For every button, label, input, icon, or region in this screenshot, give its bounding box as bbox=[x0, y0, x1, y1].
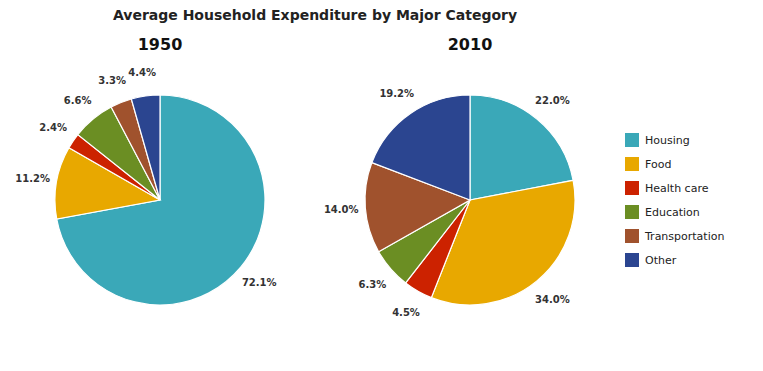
legend-label: Food bbox=[645, 158, 671, 171]
legend: Housing Food Health care Education Transport… bbox=[625, 133, 724, 267]
legend-item: Housing bbox=[625, 133, 690, 147]
data-label: 72.1% bbox=[242, 277, 277, 288]
data-label: 2.4% bbox=[39, 122, 67, 133]
legend-swatch bbox=[625, 157, 639, 171]
data-label: 6.3% bbox=[358, 279, 386, 290]
pie-title: 1950 bbox=[138, 35, 183, 54]
legend-item: Education bbox=[625, 205, 700, 219]
pie: 22.0% 34.0% 4.5% 6.3% 14.0% 19.2% bbox=[324, 88, 575, 318]
slice bbox=[131, 95, 160, 200]
legend-label: Education bbox=[645, 206, 700, 219]
data-label: 4.5% bbox=[392, 307, 420, 318]
legend-swatch bbox=[625, 253, 639, 267]
pie-title: 2010 bbox=[448, 35, 493, 54]
legend-item: Other bbox=[625, 253, 677, 267]
pie: 72.1% 11.2% 2.4% 6.6% 3.3%4.4% bbox=[15, 67, 276, 305]
legend-label: Transportation bbox=[644, 230, 724, 243]
title: Average Household Expenditure by Major C… bbox=[113, 7, 517, 23]
chart: Average Household Expenditure by Major C… bbox=[0, 0, 763, 371]
data-label: 6.6% bbox=[64, 95, 92, 106]
legend-label: Other bbox=[645, 254, 677, 267]
data-label: 22.0% bbox=[535, 95, 570, 106]
slice bbox=[372, 95, 470, 200]
data-label: 3.3% bbox=[98, 75, 126, 86]
legend-label: Health care bbox=[645, 182, 709, 195]
data-label: 11.2% bbox=[15, 173, 50, 184]
data-label: 14.0% bbox=[324, 204, 359, 215]
legend-item: Food bbox=[625, 157, 671, 171]
legend-swatch bbox=[625, 229, 639, 243]
legend-swatch bbox=[625, 181, 639, 195]
legend-swatch bbox=[625, 205, 639, 219]
data-label: 19.2% bbox=[379, 88, 414, 99]
data-label: 4.4% bbox=[128, 67, 156, 78]
legend-swatch bbox=[625, 133, 639, 147]
legend-label: Housing bbox=[645, 134, 690, 147]
legend-item: Health care bbox=[625, 181, 709, 195]
legend-item: Transportation bbox=[625, 229, 724, 243]
data-label: 34.0% bbox=[535, 294, 570, 305]
